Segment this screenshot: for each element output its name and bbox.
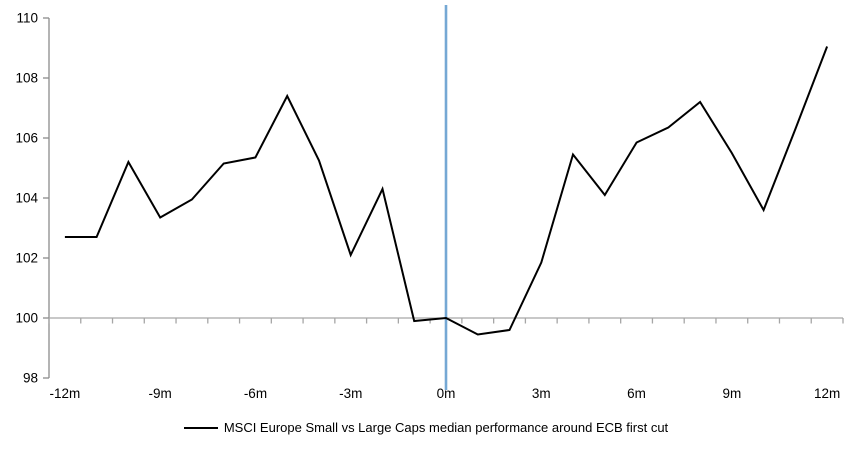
x-axis-tick-label: 9m bbox=[722, 386, 741, 401]
y-axis-tick-label: 98 bbox=[23, 371, 38, 386]
y-axis-tick-label: 104 bbox=[15, 191, 38, 206]
x-axis-tick-label: -9m bbox=[149, 386, 172, 401]
legend-label: MSCI Europe Small vs Large Caps median p… bbox=[223, 420, 669, 435]
x-axis-tick-label: -6m bbox=[244, 386, 267, 401]
x-axis-tick-label: 3m bbox=[532, 386, 551, 401]
legend-line-swatch bbox=[183, 426, 218, 429]
x-axis-tick-label: 0m bbox=[437, 386, 456, 401]
chart-legend: MSCI Europe Small vs Large Caps median p… bbox=[0, 420, 852, 435]
y-axis-tick-label: 108 bbox=[15, 71, 38, 86]
y-axis-tick-label: 102 bbox=[15, 251, 38, 266]
x-axis-tick-label: 6m bbox=[627, 386, 646, 401]
y-axis-tick-label: 100 bbox=[15, 311, 38, 326]
x-axis-tick-label: -3m bbox=[339, 386, 362, 401]
x-axis-tick-label: -12m bbox=[49, 386, 80, 401]
series-line bbox=[64, 46, 829, 336]
y-axis-tick-label: 106 bbox=[15, 131, 38, 146]
x-axis-tick-label: 12m bbox=[814, 386, 840, 401]
y-axis-tick-label: 110 bbox=[16, 11, 38, 26]
